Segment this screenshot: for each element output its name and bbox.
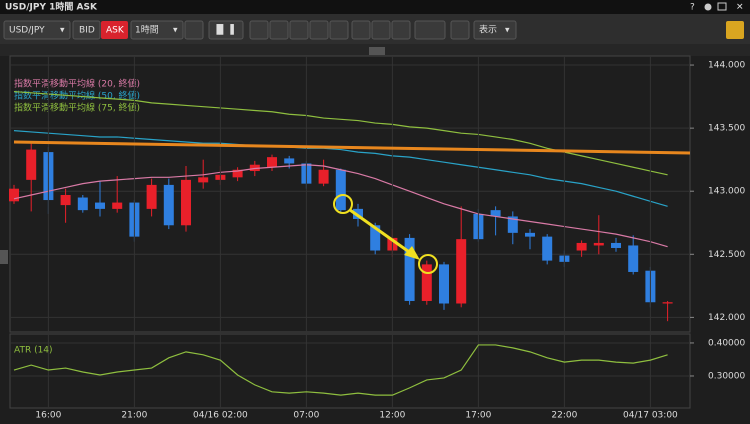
copy-button[interactable] — [450, 20, 470, 40]
zoom-out[interactable] — [269, 20, 289, 40]
candle-body — [146, 184, 157, 209]
candle-body — [232, 169, 243, 178]
y-tick-label: 142.000 — [708, 313, 745, 323]
legend-entry: 指数平滑移動平均線 (20, 終値) — [14, 78, 140, 90]
calculator-button[interactable] — [726, 21, 744, 39]
x-tick-label: 04/17 03:00 — [623, 411, 678, 421]
arrow-head — [404, 246, 420, 260]
scroll-button[interactable] — [309, 20, 329, 40]
atr-line — [13, 344, 668, 396]
settings-icon[interactable] — [704, 3, 712, 11]
bid-button[interactable] — [72, 20, 101, 40]
zoom-in[interactable] — [249, 20, 269, 40]
display-label: 表示 — [479, 24, 497, 36]
plot-layer: 144.000 143.500 143.000 142.500 142.000 指数平滑移… — [9, 56, 745, 421]
x-tick-label: 04/16 02:00 — [193, 411, 248, 421]
candle-body — [77, 197, 88, 211]
x-tick-label: 21:00 — [121, 411, 147, 421]
candle-body — [249, 164, 260, 172]
help-button[interactable]: ? — [690, 3, 695, 13]
x-tick-label: 12:00 — [379, 411, 405, 421]
candle-body — [335, 169, 346, 211]
maximize-icon[interactable] — [717, 2, 727, 11]
candle-body — [421, 264, 432, 301]
candle-body — [163, 184, 174, 226]
x-tick-label: 16:00 — [35, 411, 61, 421]
draw-tool[interactable] — [391, 20, 411, 40]
window-title: USD/JPY 1時間 ASK — [5, 1, 98, 13]
pane-title: ATR (14) — [14, 346, 53, 356]
x-tick-label: 17:00 — [465, 411, 491, 421]
y-tick-label: 143.000 — [708, 187, 745, 197]
candle-body — [611, 242, 621, 248]
candle-body — [404, 237, 415, 301]
pen-select[interactable] — [414, 20, 446, 40]
y-tick-label: 142.500 — [708, 250, 745, 260]
candle-body — [60, 195, 71, 206]
chart-type-icon: ▐▌▐ — [213, 24, 234, 36]
arrow-shaft — [349, 208, 413, 256]
candle-body — [370, 225, 381, 251]
candle-body — [439, 264, 449, 304]
candle-body — [181, 179, 191, 226]
ask-button[interactable] — [101, 21, 128, 39]
display-select[interactable] — [473, 20, 517, 40]
draw-tool[interactable] — [351, 20, 371, 40]
candle-body — [112, 202, 123, 209]
candle-body — [9, 188, 19, 202]
timeframe-label: 1時間 — [135, 25, 159, 36]
atr-pane — [9, 333, 691, 409]
x-tick-label: 22:00 — [551, 411, 577, 421]
bid-label: BID — [79, 26, 95, 36]
candle-body — [662, 302, 673, 304]
ask-label: ASK — [106, 26, 125, 36]
dropdown-arrow: ▾ — [505, 26, 510, 36]
scale-button[interactable] — [329, 20, 349, 40]
candle-body — [525, 232, 535, 237]
moving-average — [13, 130, 668, 207]
candle-body — [267, 157, 277, 168]
highlight-circle — [418, 254, 438, 274]
moving-average — [13, 164, 668, 248]
y-tick-label: 0.30000 — [708, 371, 745, 381]
chart-type-select[interactable] — [208, 20, 244, 40]
link-button[interactable] — [184, 20, 204, 40]
dropdown-arrow: ▾ — [60, 26, 65, 36]
symbol-label: USD/JPY — [9, 26, 45, 36]
fit-button[interactable] — [289, 20, 309, 40]
candle-body — [628, 245, 639, 272]
candle-body — [542, 236, 553, 261]
candle-body — [576, 242, 587, 251]
candle-body — [95, 202, 105, 209]
highlight-circle — [333, 194, 353, 214]
candle-body — [284, 158, 295, 164]
collapse-tab[interactable] — [369, 47, 385, 55]
dropdown-arrow: ▾ — [173, 26, 178, 36]
timeframe-select[interactable] — [130, 20, 184, 40]
y-tick-label: 144.000 — [708, 61, 745, 71]
trend-line — [13, 140, 691, 155]
title-bar — [0, 0, 750, 14]
draw-tool[interactable] — [371, 20, 391, 40]
candle-body — [490, 210, 501, 217]
y-tick-label: 143.500 — [708, 124, 745, 134]
y-tick-label: 0.40000 — [708, 338, 745, 348]
candle-body — [456, 239, 467, 304]
legend-entry: 指数平滑移動平均線 (75, 終値) — [14, 102, 140, 114]
candle-body — [26, 149, 37, 180]
candle-body — [318, 169, 329, 184]
candle-body — [507, 216, 518, 233]
symbol-select[interactable] — [3, 20, 71, 40]
price-pane — [9, 55, 691, 333]
close-icon[interactable]: ✕ — [736, 3, 744, 13]
x-tick-label: 07:00 — [293, 411, 319, 421]
side-tab[interactable] — [0, 250, 8, 264]
candle-body — [198, 177, 209, 183]
candle-body — [593, 242, 604, 246]
